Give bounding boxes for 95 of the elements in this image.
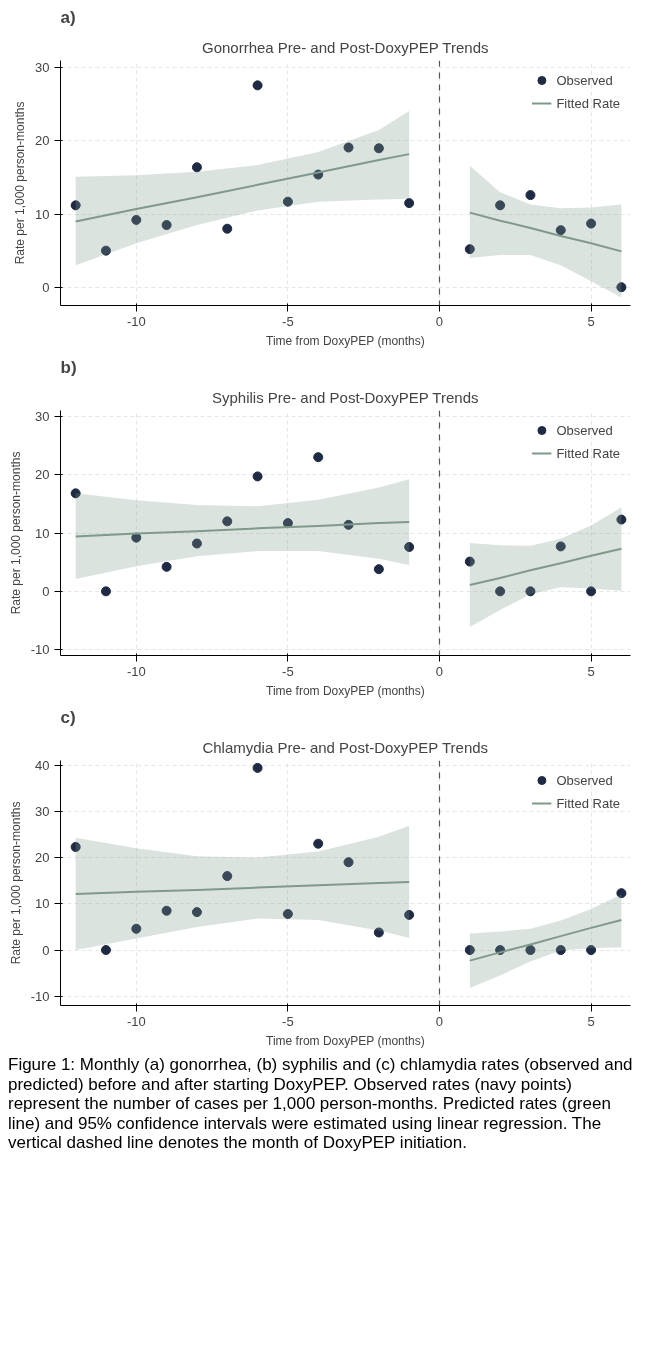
legend-label: Fitted Rate: [556, 795, 620, 811]
point: [555, 225, 566, 236]
point: [131, 214, 142, 225]
point: [252, 80, 263, 91]
x-tick-label: 0: [435, 313, 444, 329]
point: [191, 907, 202, 918]
point: [100, 586, 111, 597]
point: [464, 244, 475, 255]
point: [555, 541, 566, 552]
point: [404, 542, 415, 552]
x-axis-title: Time from DoxyPEP (months): [266, 333, 425, 348]
y-tick-label: 20: [35, 467, 50, 483]
point: [70, 200, 81, 211]
y-tick-label: 20: [35, 133, 50, 149]
y-axis-title: Rate per 1,000 person-months: [8, 801, 23, 965]
point: [343, 142, 354, 153]
x-tick-label: 5: [587, 1013, 595, 1029]
point: [525, 586, 536, 597]
point: [373, 927, 384, 938]
point: [161, 220, 172, 231]
point: [282, 908, 293, 919]
point: [191, 538, 202, 549]
point: [222, 516, 233, 527]
point: [252, 471, 263, 482]
point: [616, 514, 627, 525]
x-tick-label: 5: [587, 313, 595, 329]
point: [161, 905, 172, 916]
text: a): [60, 7, 76, 27]
y-axis-title: Rate per 1,000 person-months: [13, 101, 28, 265]
x-axis-title: Time from DoxyPEP (months): [266, 683, 425, 698]
y-tick-label: 10: [35, 525, 50, 541]
point: [282, 196, 293, 207]
point: [404, 198, 415, 209]
point: [100, 245, 111, 256]
y-tick-label: -10: [30, 988, 50, 1004]
chart-title: Chlamydia Pre- and Post-DoxyPEP Trends: [202, 738, 489, 756]
point: [404, 909, 415, 920]
legend-label: Observed: [556, 422, 613, 438]
legend-label: Observed: [556, 72, 613, 88]
point: [131, 923, 142, 934]
point: [586, 218, 597, 229]
point: [313, 838, 324, 849]
x-tick-label: -5: [282, 1013, 294, 1029]
text: c): [60, 707, 76, 727]
point: [252, 762, 263, 773]
point: [191, 162, 202, 173]
point: [555, 945, 566, 956]
y-tick-label: 30: [35, 60, 50, 76]
point: [70, 488, 81, 499]
legend-label: Observed: [556, 772, 613, 788]
y-tick-label: 40: [35, 757, 50, 773]
x-tick-label: -5: [282, 313, 294, 329]
point: [222, 871, 233, 882]
y-tick-label: 10: [35, 206, 50, 222]
point: [586, 586, 597, 597]
point: [464, 945, 475, 956]
point: [161, 561, 172, 572]
point: [616, 888, 627, 899]
point: [495, 200, 506, 211]
y-tick-label: 0: [42, 583, 50, 599]
x-tick-label: 0: [435, 1013, 444, 1029]
y-tick-label: 30: [35, 803, 50, 819]
x-tick-label: 5: [587, 663, 595, 679]
x-tick-label: -5: [282, 663, 294, 679]
y-tick-label: 0: [42, 279, 50, 295]
point: [100, 945, 111, 956]
x-axis-title: Time from DoxyPEP (months): [266, 1033, 425, 1048]
y-tick-label: 30: [35, 408, 50, 424]
caption: Figure 1: Monthly (a) gonorrhea, (b) syphilis and (c) chlamydia rates (observed and predicted) before and after starting DoxyPEP. Observed rates (navy points) represent the number of cases per 1,000 person-months. Predicted rates (green line) and 95% confidence intervals were estimated using linear regression. The vertical dashed line denotes the month of DoxyPEP initiation.: [8, 1055, 634, 1153]
x-tick-label: -10: [126, 313, 146, 329]
point: [373, 143, 384, 154]
y-tick-label: 10: [35, 896, 50, 912]
point: [586, 945, 597, 956]
point: [70, 841, 81, 852]
x-tick-label: -10: [126, 1013, 146, 1029]
x-tick-label: -10: [126, 663, 146, 679]
point: [525, 945, 536, 956]
point: [222, 223, 233, 234]
point: [313, 452, 324, 463]
legend-label: Fitted Rate: [556, 95, 620, 111]
point: [343, 857, 354, 868]
point: [464, 556, 475, 567]
point: [495, 586, 506, 597]
point: [616, 282, 627, 293]
text: b): [60, 357, 77, 377]
x-tick-label: 0: [435, 663, 444, 679]
point: [525, 190, 536, 201]
y-tick-label: 0: [42, 942, 50, 958]
y-tick-label: 20: [35, 850, 50, 866]
point: [373, 564, 384, 575]
chart-title: Gonorrhea Pre- and Post-DoxyPEP Trends: [201, 38, 489, 56]
legend-label: Fitted Rate: [556, 445, 620, 461]
y-axis-title: Rate per 1,000 person-months: [8, 451, 23, 615]
chart-title: Syphilis Pre- and Post-DoxyPEP Trends: [211, 388, 479, 406]
y-tick-label: -10: [30, 642, 50, 658]
